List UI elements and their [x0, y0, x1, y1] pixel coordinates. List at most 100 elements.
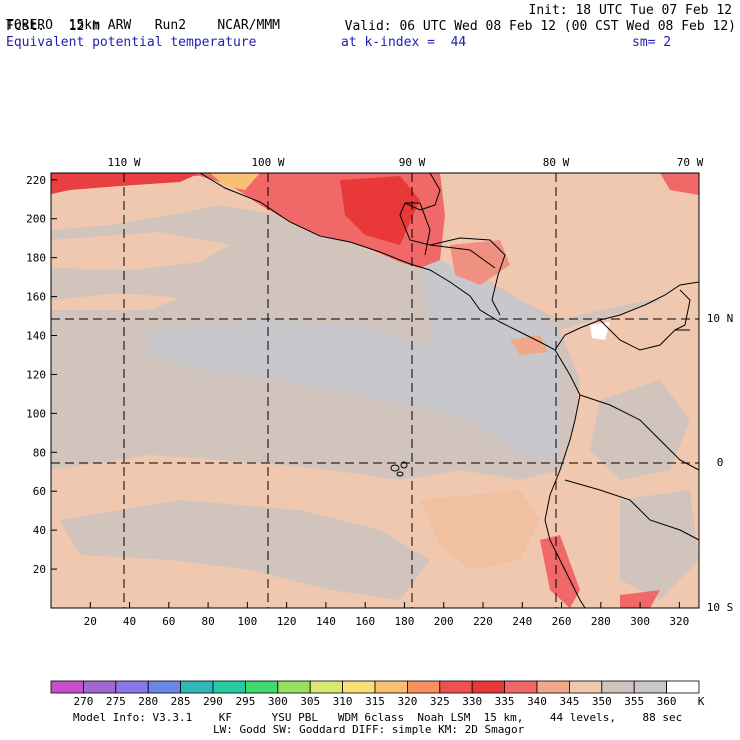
colorbar-level-label: 345 — [559, 695, 579, 708]
longitude-label: 90 W — [399, 156, 426, 169]
colorbar-swatch — [439, 680, 473, 694]
field-hot-nw — [51, 173, 200, 194]
colorbar-level-label: 290 — [203, 695, 223, 708]
x-tick-label: 120 — [277, 615, 297, 628]
latitude-label: 0 — [717, 456, 724, 469]
field-hot-caribbean — [660, 173, 699, 195]
model-info-line: Model Info: V3.3.1 KF YSU PBL WDM 6class… — [73, 711, 683, 724]
coastlines — [199, 173, 699, 608]
field-peru-coast — [540, 535, 580, 608]
physics-info-line: LW: Godd SW: Goddard DIFF: simple KM: 2D… — [213, 723, 525, 736]
border-peru — [564, 479, 699, 541]
y-tick-label: 160 — [26, 291, 46, 304]
coastline-caribbean — [399, 173, 506, 316]
field-hot-yucatan — [340, 176, 420, 245]
valid-time: Valid: 06 UTC Wed 08 Feb 12 (00 CST Wed … — [344, 19, 736, 34]
y-tick-label: 20 — [33, 563, 46, 576]
border-honduras — [429, 244, 496, 269]
x-tick-label: 240 — [512, 615, 532, 628]
coastline-lake-maracaibo — [674, 289, 691, 331]
coastline-pacific-central-america — [199, 173, 699, 351]
level-info: at k-index = 44 — [341, 35, 467, 50]
field-amazon — [590, 380, 690, 480]
colorbar-swatch — [244, 680, 279, 694]
x-tick-label: 220 — [473, 615, 493, 628]
colorbar-level-label: 300 — [268, 695, 288, 708]
longitude-label: 100 W — [251, 156, 284, 169]
colorbar-level-label: 270 — [73, 695, 93, 708]
x-tick-label: 40 — [123, 615, 136, 628]
colorbar-swatch — [115, 680, 149, 694]
colorbar-level-label: 305 — [300, 695, 320, 708]
model-name: TORERO — [6, 18, 53, 33]
y-tick-label: 200 — [26, 213, 46, 226]
y-tick-label: 80 — [33, 446, 46, 459]
field-hot-core — [210, 173, 260, 190]
y-tick-label: 120 — [26, 368, 46, 381]
longitude-label: 70 W — [677, 156, 704, 169]
colorbar-level-label: 325 — [430, 695, 450, 708]
colorbar-swatch — [180, 680, 214, 694]
colorbar-swatch — [83, 680, 117, 694]
y-tick-label: 220 — [26, 174, 46, 187]
latitude-label: 10 S — [707, 601, 734, 614]
colorbar-swatch — [212, 680, 246, 694]
x-tick-label: 280 — [591, 615, 611, 628]
field-band-south-warm — [420, 490, 540, 570]
border-colombia-ecuador — [579, 394, 699, 471]
longitude-labels: 110 W 100 W 90 W 80 W 70 W — [107, 156, 703, 169]
x-tick-label: 300 — [630, 615, 650, 628]
smoothing-info: sm= 2 — [632, 35, 672, 50]
x-tick-label: 160 — [355, 615, 375, 628]
colorbar-level-label: 310 — [333, 695, 353, 708]
field-band-south-gray — [60, 500, 430, 600]
x-tick-label: 100 — [237, 615, 257, 628]
galapagos-island-1 — [390, 464, 400, 472]
colorbar-level-label: 320 — [397, 695, 417, 708]
field-name: Equivalent potential temperature — [6, 35, 257, 50]
galapagos-island-3 — [396, 471, 404, 477]
colorbar-level-label: 280 — [138, 695, 158, 708]
colorbar-level-label: 340 — [527, 695, 547, 708]
longitude-label: 80 W — [543, 156, 570, 169]
galapagos-island-2 — [400, 461, 408, 469]
y-tick-label: 60 — [33, 485, 46, 498]
latitude-labels: 10 N 0 10 S — [707, 312, 734, 614]
y-tick-label: 180 — [26, 252, 46, 265]
colorbar-swatch — [504, 680, 538, 694]
field-cool-east — [420, 250, 560, 460]
colorbar-unit: K — [698, 695, 705, 708]
colorbar-swatch — [309, 680, 344, 694]
colorbar-swatch — [601, 680, 635, 694]
model-title: TORERO 15km ARW Run2 NCAR/MMM — [6, 3, 280, 33]
field-band-north-3 — [51, 293, 180, 310]
y-tick-label: 140 — [26, 330, 46, 343]
x-tick-label: 320 — [669, 615, 689, 628]
model-org: NCAR/MMM — [217, 18, 280, 33]
colorbar-swatch — [569, 680, 603, 694]
colorbar-level-label: 350 — [592, 695, 612, 708]
field-panama — [510, 335, 548, 355]
theta-e-field — [51, 173, 699, 608]
map-frame — [50, 172, 700, 609]
colorbar: 270 275 280 285 290 295 300 305 310 315 320 325 330 3… — [50, 680, 705, 708]
colorbar-level-label: 285 — [171, 695, 191, 708]
colorbar-swatch — [406, 680, 441, 694]
graticule — [51, 173, 699, 608]
model-resolution: 15km ARW — [68, 18, 132, 33]
field-andes-east — [620, 490, 699, 600]
field-band-north-2 — [51, 232, 230, 270]
field-cool-tongue — [150, 320, 560, 440]
init-time: Init: 18 UTC Tue 07 Feb 12 — [528, 3, 733, 18]
y-tick-label: 40 — [33, 524, 46, 537]
x-tick-label: 80 — [201, 615, 214, 628]
colorbar-swatch — [536, 680, 570, 694]
colorbar-swatch — [147, 680, 181, 694]
field-hot-honduras — [450, 240, 510, 285]
longitude-label: 110 W — [107, 156, 140, 169]
y-axis: 20 40 60 80 100 120 140 160 180 200 220 — [26, 174, 57, 576]
field-white-spot — [590, 322, 610, 340]
model-run: Run2 — [154, 18, 187, 33]
colorbar-swatch — [374, 680, 408, 694]
